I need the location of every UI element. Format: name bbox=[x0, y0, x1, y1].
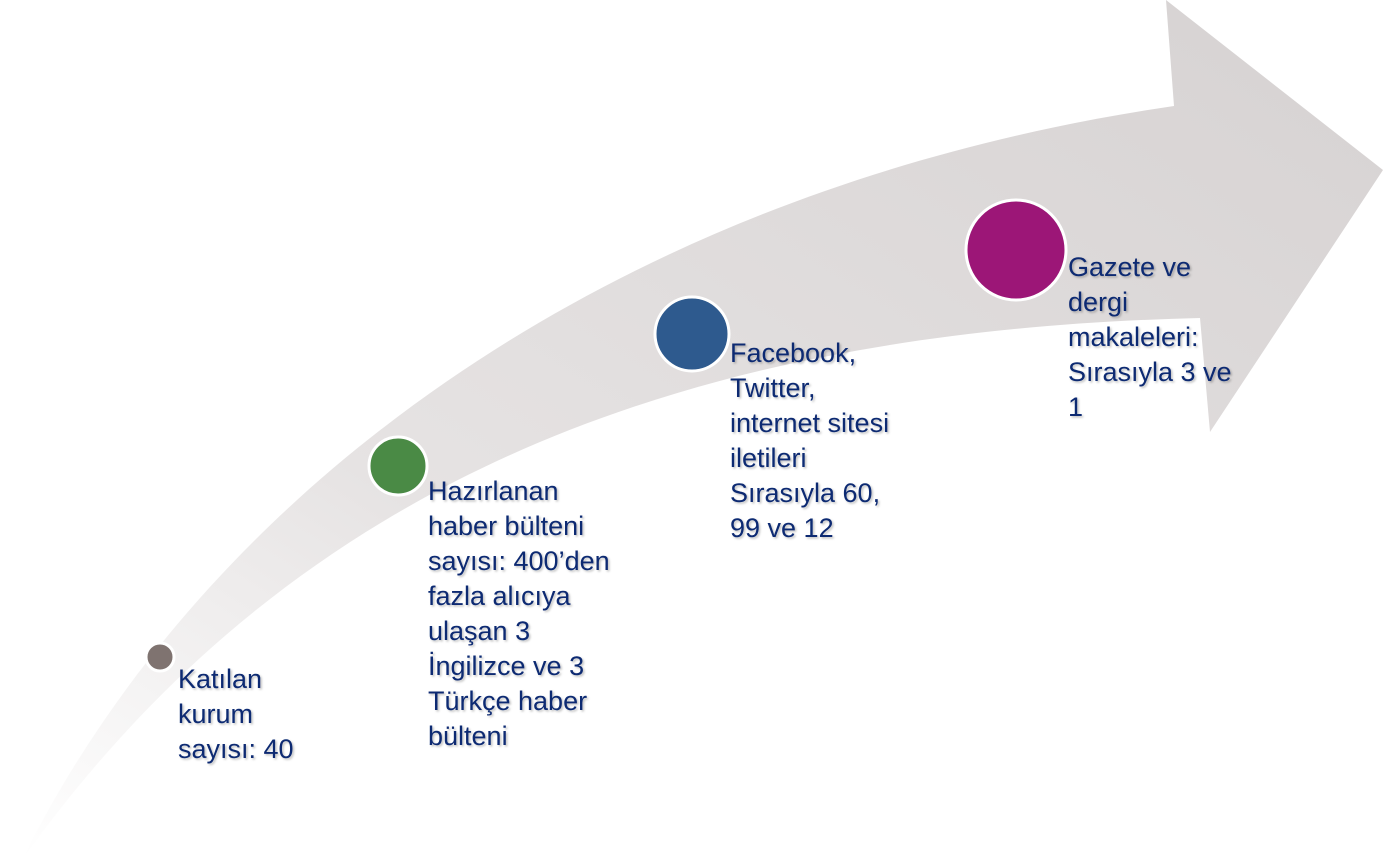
step-line: dergi bbox=[1068, 287, 1128, 317]
step-line: Katılan bbox=[178, 664, 262, 694]
step-line: haber bülteni bbox=[428, 511, 584, 541]
step-text: Facebook, Twitter, internet sitesi iletiler… bbox=[730, 338, 889, 543]
step-line: sayısı: 40 bbox=[178, 734, 294, 764]
step-line: Türkçe haber bbox=[428, 686, 587, 716]
step-dot bbox=[964, 198, 1068, 302]
step-line: Hazırlanan bbox=[428, 476, 559, 506]
step-line: fazla alıcıya bbox=[428, 581, 572, 611]
step-line: İngilizce ve 3 bbox=[428, 650, 584, 681]
step-text: Hazırlanan haber bülteni sayısı: 400’den fa… bbox=[428, 476, 610, 751]
step-line: 99 ve 12 bbox=[730, 513, 834, 543]
step-line: sayısı: 400’den bbox=[428, 546, 610, 576]
step-line: ulaşan 3 bbox=[428, 616, 530, 646]
step-line: Sırasıyla 60, bbox=[730, 478, 880, 508]
step-text: Gazete ve dergi makaleleri: Sırasıyla 3 ve 1 bbox=[1068, 252, 1232, 422]
step-line: makaleleri: bbox=[1068, 322, 1199, 352]
step-line: Twitter, bbox=[730, 373, 816, 403]
step-dot bbox=[367, 435, 429, 497]
step-line: 1 bbox=[1068, 392, 1083, 422]
step-line: internet sitesi bbox=[730, 408, 889, 438]
step-line: Gazete ve bbox=[1068, 252, 1191, 282]
curved-arrow bbox=[22, 0, 1383, 860]
step-dot bbox=[144, 641, 176, 673]
step-line: Facebook, bbox=[730, 338, 856, 368]
step-line: bülteni bbox=[428, 721, 508, 751]
step-text: Katılan kurum sayısı: 40 bbox=[178, 664, 294, 764]
step-dot bbox=[653, 295, 731, 373]
step-line: Sırasıyla 3 ve bbox=[1068, 357, 1232, 387]
step-line: iletileri bbox=[730, 443, 807, 473]
step-line: kurum bbox=[178, 699, 253, 729]
